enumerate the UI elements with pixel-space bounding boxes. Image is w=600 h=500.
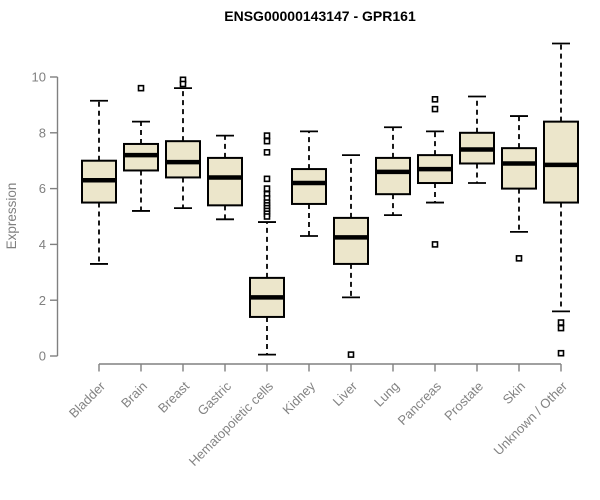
x-category-label: Kidney <box>279 378 318 417</box>
boxplot-box <box>333 216 369 265</box>
outlier-point <box>263 132 271 139</box>
outlier-point <box>431 96 439 103</box>
outlier-point <box>515 255 523 262</box>
boxplot-box <box>165 140 201 179</box>
x-category-label: Unknown / Other <box>491 378 571 458</box>
x-category-label: Liver <box>330 378 361 409</box>
outlier-point <box>137 84 145 92</box>
outlier-point <box>431 241 439 248</box>
outlier-point <box>431 105 439 113</box>
x-category-label: Prostate <box>441 379 486 424</box>
boxplot-box <box>375 156 411 196</box>
outlier-point <box>263 137 271 145</box>
boxplot-box <box>501 147 537 190</box>
y-tick-label: 4 <box>39 237 46 252</box>
x-category-label: Lung <box>371 379 402 410</box>
y-tick-label: 2 <box>39 293 46 308</box>
y-tick-label: 8 <box>39 125 46 140</box>
outlier-point <box>347 351 355 358</box>
x-category-label: Bladder <box>66 378 109 421</box>
outlier-point <box>263 149 271 156</box>
boxplot-box <box>543 120 579 204</box>
outlier-point <box>263 185 271 192</box>
outlier-point <box>557 324 565 332</box>
y-axis-title: Expression <box>4 183 19 250</box>
outlier-point <box>557 349 565 357</box>
x-category-label: Pancreas <box>395 378 445 428</box>
x-category-label: Breast <box>155 378 192 415</box>
x-category-label: Gastric <box>194 378 234 418</box>
boxplot-box <box>207 156 243 207</box>
outlier-point <box>263 175 271 183</box>
x-category-label: Skin <box>500 379 528 407</box>
outlier-point <box>263 213 271 220</box>
chart-title: ENSG00000143147 - GPR161 <box>224 8 416 24</box>
y-tick-label: 10 <box>32 70 46 85</box>
outlier-point <box>179 80 187 88</box>
x-category-label: Brain <box>118 379 150 411</box>
y-tick-label: 6 <box>39 181 46 196</box>
outlier-point <box>557 319 565 326</box>
y-tick-label: 0 <box>39 349 46 364</box>
boxplot-box <box>291 168 327 205</box>
